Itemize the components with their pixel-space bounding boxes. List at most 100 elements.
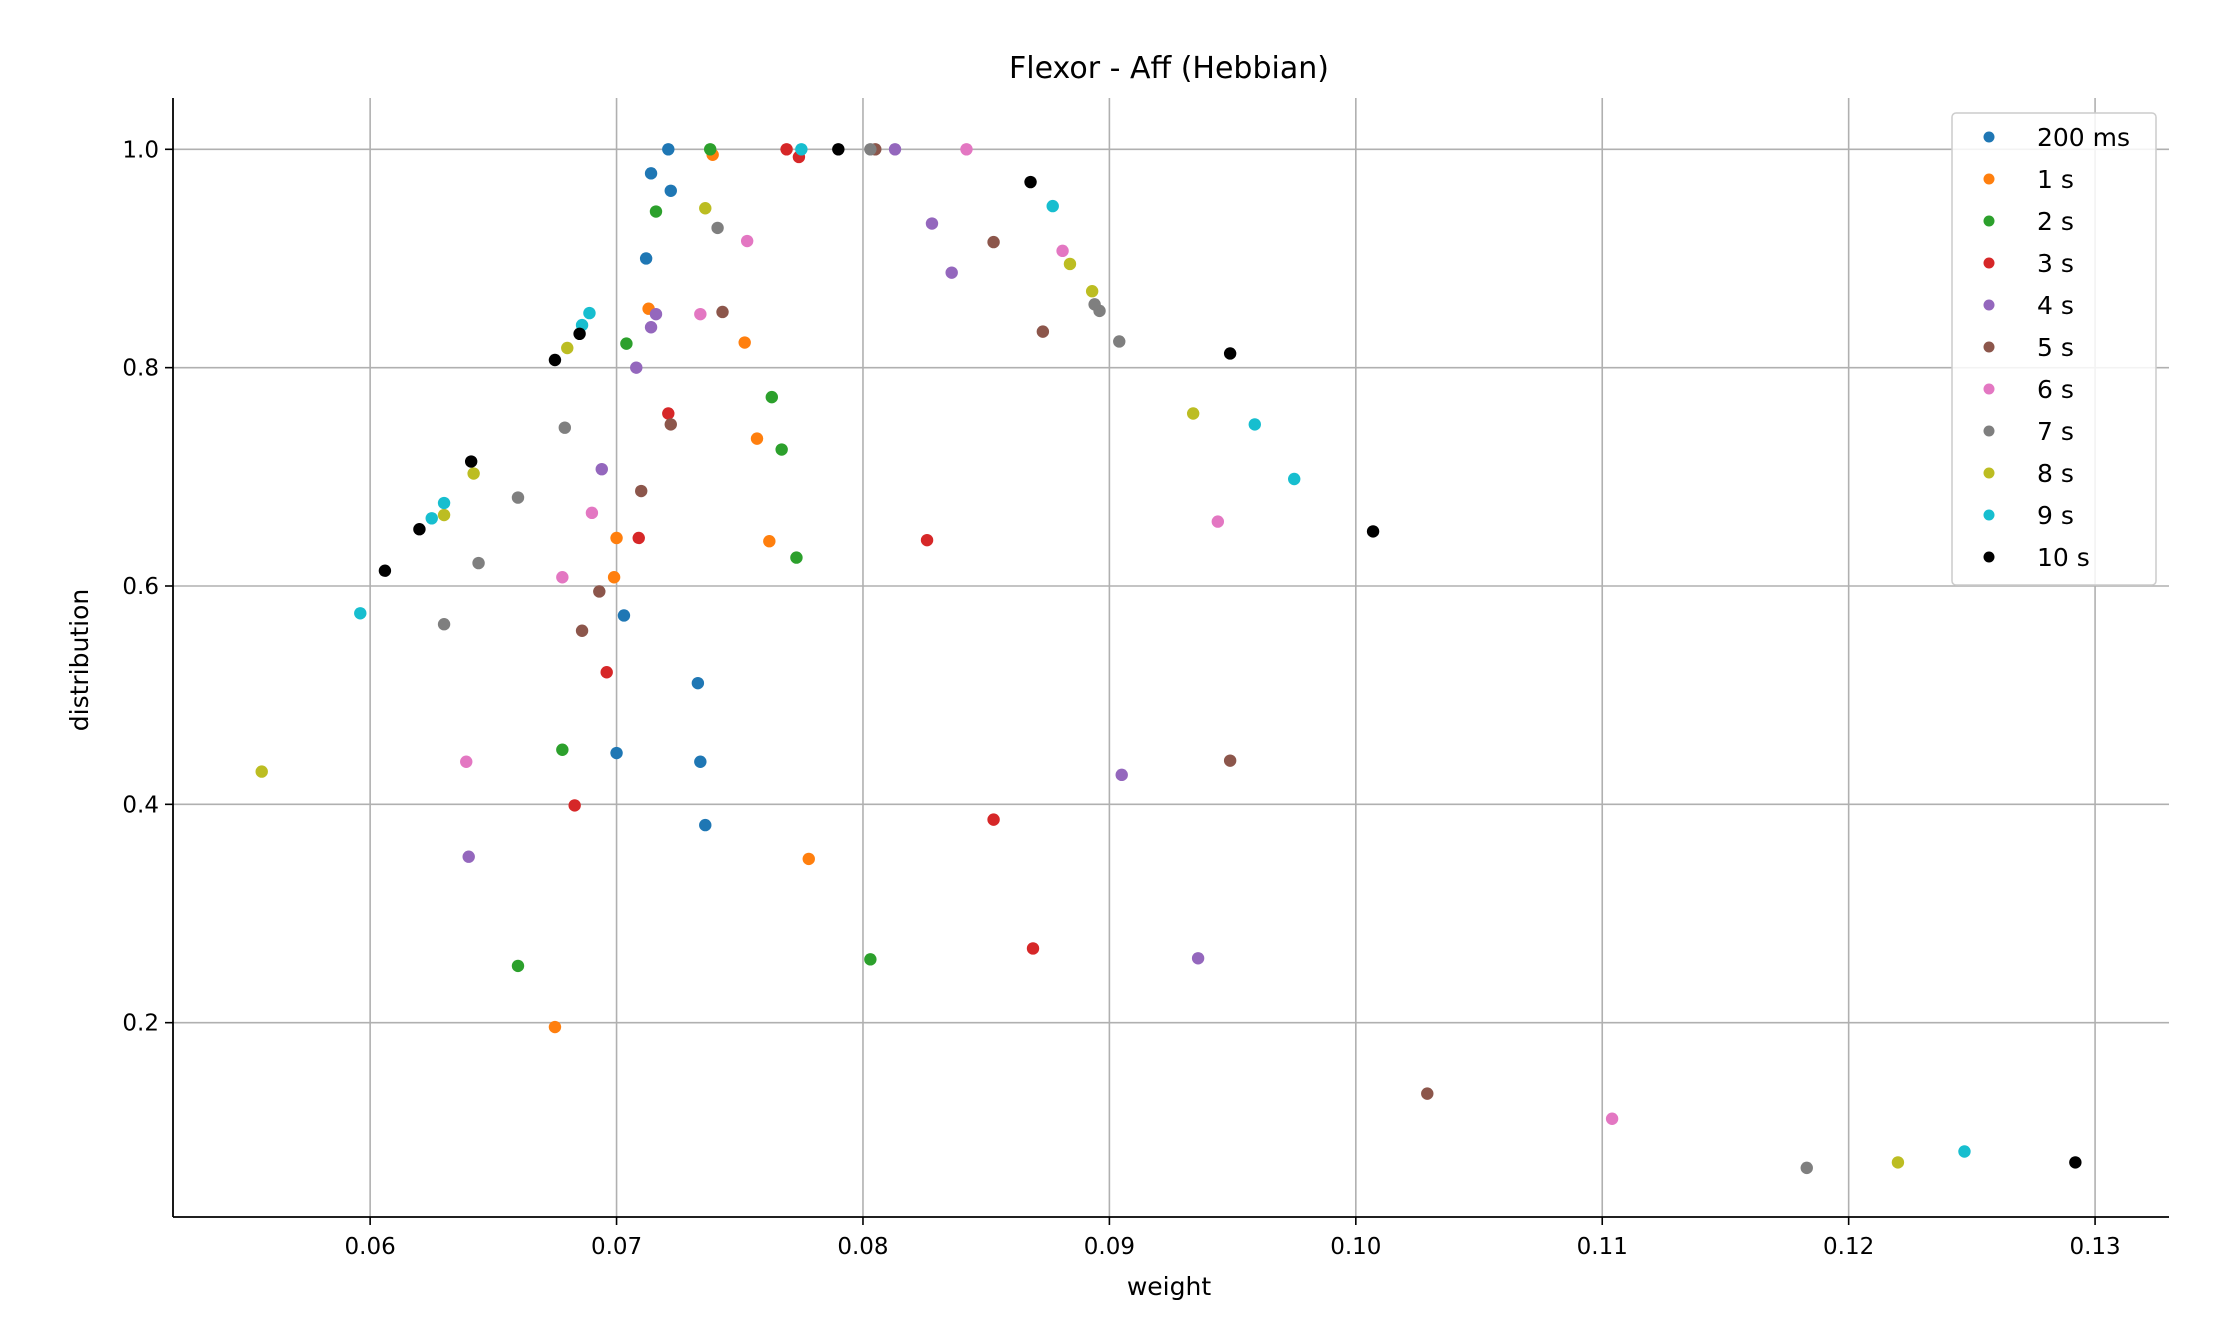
legend-label: 4 s xyxy=(2037,291,2074,320)
data-point xyxy=(639,252,653,265)
data-point xyxy=(464,455,478,468)
data-point xyxy=(378,564,392,577)
grid xyxy=(173,98,2169,1217)
data-point xyxy=(1958,1145,1971,1158)
data-point xyxy=(925,217,939,230)
data-point xyxy=(1800,1161,1813,1175)
data-point xyxy=(649,205,663,218)
data-point xyxy=(1024,175,1037,189)
x-tick-label: 0.12 xyxy=(1823,1234,1874,1260)
data-point xyxy=(740,234,754,248)
data-point xyxy=(600,666,613,679)
legend: 200 ms 1 s 2 s 3 s 4 s 5 s 6 s 7 s 8 s 9 s 10 s xyxy=(1951,112,2157,586)
legend-marker xyxy=(1983,467,1995,479)
x-axis-label: weight xyxy=(1127,1272,1211,1301)
data-point xyxy=(593,585,606,598)
data-point xyxy=(644,321,658,334)
data-point xyxy=(1056,244,1069,258)
data-point xyxy=(632,531,645,545)
data-point xyxy=(699,818,712,832)
data-point xyxy=(920,533,934,547)
data-point xyxy=(662,407,675,420)
data-point xyxy=(703,143,717,156)
x-tick-label: 0.08 xyxy=(837,1234,888,1260)
data-point xyxy=(1211,515,1225,528)
data-point xyxy=(1191,952,1205,965)
legend-box xyxy=(1951,112,2157,586)
data-point xyxy=(610,531,623,545)
data-point xyxy=(802,852,815,866)
data-point xyxy=(583,306,596,320)
legend-marker xyxy=(1983,299,1995,311)
x-tick-label: 0.06 xyxy=(345,1234,396,1260)
data-point xyxy=(607,571,621,584)
legend-label: 2 s xyxy=(2037,207,2074,236)
data-points xyxy=(255,143,2082,1175)
data-point xyxy=(649,307,663,321)
data-point xyxy=(1088,298,1101,311)
data-point xyxy=(425,512,438,525)
legend-marker xyxy=(1983,509,1995,521)
data-point xyxy=(467,467,480,480)
data-point xyxy=(750,432,764,445)
tick-labels: 0.06 0.07 0.08 0.09 0.10 0.11 0.12 0.13 0.2 0.4 0.… xyxy=(122,137,2120,1260)
data-point xyxy=(790,551,803,564)
data-point xyxy=(472,556,485,570)
data-point xyxy=(738,336,751,349)
legend-marker xyxy=(1983,425,1995,437)
data-point xyxy=(620,337,633,350)
data-point xyxy=(1248,418,1261,431)
data-point xyxy=(460,755,473,768)
data-point xyxy=(2069,1156,2082,1169)
legend-marker xyxy=(1983,131,1995,143)
data-point xyxy=(765,390,778,404)
legend-label: 3 s xyxy=(2037,249,2074,278)
data-point xyxy=(617,609,631,622)
data-point xyxy=(556,743,569,756)
data-point xyxy=(437,618,451,631)
data-point xyxy=(585,506,599,520)
data-point xyxy=(763,535,776,548)
data-point xyxy=(1186,407,1200,420)
y-tick-label: 0.8 xyxy=(122,356,159,382)
data-point xyxy=(511,959,525,973)
data-point xyxy=(1421,1087,1434,1100)
data-point xyxy=(716,305,729,319)
x-tick-label: 0.09 xyxy=(1084,1234,1135,1260)
data-point xyxy=(864,953,877,966)
y-tick-label: 0.6 xyxy=(122,574,159,600)
y-tick-label: 0.4 xyxy=(122,792,159,818)
data-point xyxy=(795,143,808,156)
data-point xyxy=(888,143,902,156)
legend-label: 200 ms xyxy=(2037,123,2130,152)
data-point xyxy=(780,143,793,156)
legend-marker xyxy=(1983,341,1995,353)
data-point xyxy=(255,765,268,778)
data-point xyxy=(595,462,608,476)
data-point xyxy=(644,167,658,180)
data-point xyxy=(568,799,581,812)
data-point xyxy=(691,676,705,690)
data-point xyxy=(548,353,562,367)
axes xyxy=(172,98,2169,1218)
y-tick-label: 1.0 xyxy=(122,137,159,163)
legend-label: 1 s xyxy=(2037,165,2074,194)
data-point xyxy=(1026,942,1040,955)
legend-marker xyxy=(1983,257,1995,269)
data-point xyxy=(711,221,724,235)
data-point xyxy=(556,571,569,584)
legend-label: 7 s xyxy=(2037,417,2074,446)
x-tick-label: 0.13 xyxy=(2069,1234,2120,1260)
data-point xyxy=(462,850,475,863)
data-point xyxy=(987,235,1000,249)
data-point xyxy=(1223,347,1237,360)
data-point xyxy=(987,813,1000,826)
data-point xyxy=(437,496,451,510)
data-point xyxy=(548,1020,562,1034)
data-point xyxy=(437,508,451,522)
legend-label: 10 s xyxy=(2037,543,2090,572)
legend-label: 9 s xyxy=(2037,501,2074,530)
data-point xyxy=(1036,325,1050,338)
legend-label: 8 s xyxy=(2037,459,2074,488)
